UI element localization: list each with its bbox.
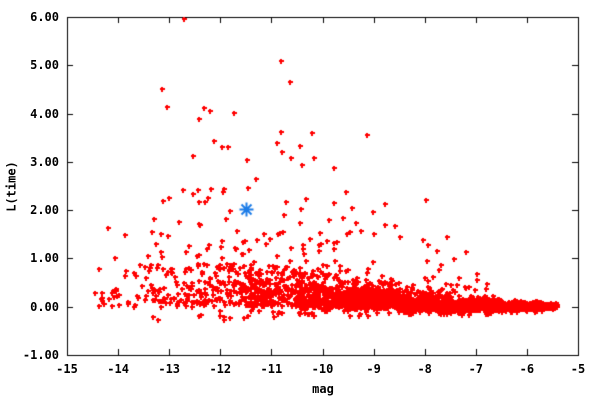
x-tick-label: -5 <box>570 362 586 376</box>
x-tick-label: -7 <box>468 362 484 376</box>
x-tick-label: -14 <box>107 362 129 376</box>
y-tick-label: 6.00 <box>30 10 59 24</box>
y-tick-label: 1.00 <box>30 251 59 266</box>
y-tick-label: 3.00 <box>30 154 59 169</box>
y-axis-label: L(time) <box>4 161 19 212</box>
x-tick-label: -6 <box>519 362 535 376</box>
x-tick-label: -13 <box>158 362 181 376</box>
x-axis-label: mag <box>312 382 334 396</box>
y-tick-label: 5.00 <box>30 58 59 73</box>
y-tick-label: 4.00 <box>30 106 59 121</box>
y-tick-label: 2.00 <box>30 203 59 218</box>
x-tick-label: -8 <box>417 362 432 376</box>
x-tick-label: -12 <box>209 362 232 376</box>
y-tick-label: 0.00 <box>30 299 59 314</box>
y-tick-label: -1.00 <box>22 348 59 362</box>
x-tick-label: -15 <box>56 362 78 376</box>
x-tick-label: -9 <box>366 362 381 376</box>
x-tick-label: -11 <box>260 362 283 376</box>
x-tick-label: -10 <box>311 362 334 376</box>
